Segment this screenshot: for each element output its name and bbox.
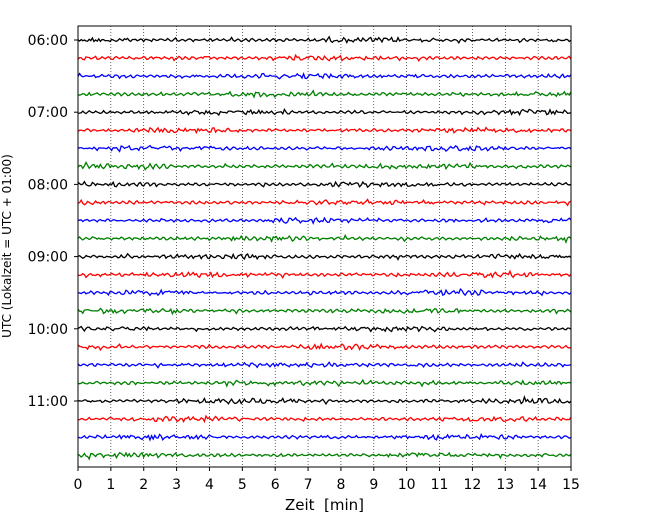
trace-0815 [77, 198, 572, 207]
trace-0645 [77, 89, 572, 99]
trace-0630 [77, 71, 572, 80]
x-tick-label: 11 [431, 477, 449, 493]
x-tick-label: 15 [562, 477, 580, 493]
trace-0700 [77, 107, 571, 117]
x-tick-label: 0 [74, 477, 83, 493]
trace-1130 [77, 432, 572, 442]
trace-1115 [77, 414, 572, 424]
x-tick-label: 9 [369, 477, 378, 493]
trace-0615 [77, 53, 572, 62]
trace-1100 [77, 395, 572, 406]
x-tick-label: 7 [304, 477, 313, 493]
x-tick-label: 10 [398, 477, 416, 493]
x-axis: 0 1 2 3 4 5 6 7 8 9 10 11 12 13 14 15 [74, 467, 580, 493]
y-tick-label: 11:00 [28, 394, 68, 410]
x-tick-label: 6 [271, 477, 280, 493]
y-tick-label: 06:00 [28, 33, 68, 49]
x-tick-label: 8 [336, 477, 345, 493]
trace-0915 [77, 269, 572, 280]
y-tick-label: 07:00 [28, 105, 68, 121]
x-tick-label: 3 [172, 477, 181, 493]
trace-0900 [77, 252, 572, 261]
y-tick-label: 09:00 [28, 250, 68, 266]
y-tick-label: 08:00 [28, 177, 68, 193]
trace-1030 [77, 361, 571, 369]
trace-0600 [77, 35, 572, 44]
trace-1015 [77, 342, 571, 352]
trace-0715 [77, 126, 572, 135]
plot-frame [77, 25, 572, 468]
trace-1045 [77, 378, 571, 388]
trace-0930 [77, 288, 572, 297]
x-tick-label: 1 [106, 477, 115, 493]
y-axis-label: UTC (Lokalzeit = UTC + 01:00) [0, 154, 14, 338]
x-axis-label: Zeit [min] [285, 496, 364, 514]
trace-0745 [77, 160, 572, 171]
trace-0800 [77, 180, 572, 189]
x-tick-label: 4 [205, 477, 214, 493]
x-tick-label: 14 [529, 477, 547, 493]
trace-0945 [77, 307, 572, 316]
x-tick-label: 13 [496, 477, 514, 493]
y-tick-label: 10:00 [28, 322, 68, 338]
trace-1000 [77, 325, 572, 333]
trace-0730 [77, 144, 572, 153]
y-axis: 06:00 07:00 08:00 09:00 10:00 11:00 [28, 33, 78, 410]
trace-1145 [77, 451, 572, 461]
x-tick-label: 5 [238, 477, 247, 493]
trace-0845 [77, 233, 572, 244]
x-tick-label: 2 [139, 477, 148, 493]
x-tick-label: 12 [463, 477, 481, 493]
trace-group [77, 35, 572, 461]
trace-0830 [77, 216, 572, 225]
